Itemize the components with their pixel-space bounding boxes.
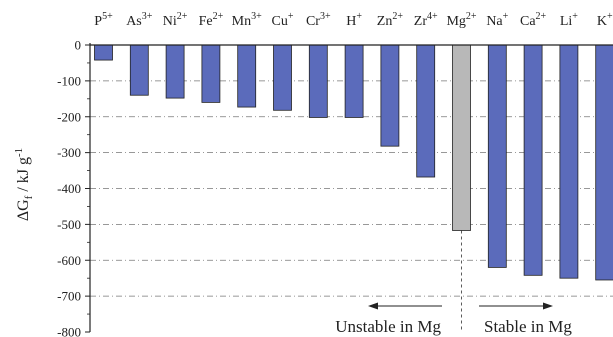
y-tick-label: -500 [57, 217, 81, 232]
category-label-k: K+ [597, 11, 613, 29]
y-tick-label: -800 [57, 325, 81, 337]
category-labels: P5+ As3+ Ni2+ Fe2+ Mn3+ Cu+ Cr3+ H+ Zn2+ Zr4+ Mg2+… [94, 11, 613, 29]
unstable-label: Unstable in Mg [335, 317, 441, 336]
bar-cu [273, 44, 292, 111]
bar-mn [237, 44, 257, 108]
category-label-fe: Fe2+ [199, 11, 224, 29]
category-label-mn: Mn3+ [232, 11, 262, 29]
bar-as [129, 44, 149, 96]
y-axis-title: ΔGf / kJ g-1 [13, 148, 35, 221]
bar-ni [165, 44, 185, 99]
bar-fe [201, 44, 221, 103]
bar-k [595, 44, 613, 281]
bar-na [487, 44, 507, 268]
bars [94, 44, 613, 281]
bar-ca [523, 44, 543, 276]
annotations: Unstable in Mg Stable in Mg [335, 230, 572, 336]
y-tick-label: 0 [75, 38, 82, 53]
y-tick-label: -400 [57, 181, 81, 196]
category-label-zr: Zr4+ [414, 11, 438, 29]
stable-label: Stable in Mg [484, 317, 572, 336]
y-tick-label: -200 [57, 109, 81, 124]
y-tick-label: -700 [57, 289, 81, 304]
bar-mg [452, 44, 471, 231]
bar-li [559, 44, 579, 279]
category-label-zn: Zn2+ [377, 11, 404, 29]
y-tick-label: -600 [57, 253, 81, 268]
category-label-as: As3+ [126, 11, 153, 29]
bar-p [94, 44, 113, 61]
category-label-h: H+ [346, 11, 362, 29]
unstable-arrowhead [368, 302, 378, 310]
stable-arrowhead [543, 302, 553, 310]
category-label-cr: Cr3+ [306, 11, 331, 29]
y-axis: 0 -100 -200 -300 -400 -500 -600 -700 -800 ΔGf / k… [13, 38, 613, 337]
bar-zr [416, 44, 436, 178]
bar-cr [308, 44, 328, 118]
y-tick-label: -100 [57, 73, 81, 88]
category-label-cu: Cu+ [272, 11, 294, 29]
category-label-na: Na+ [486, 11, 508, 29]
bar-zn [380, 44, 400, 147]
category-label-mg: Mg2+ [446, 11, 476, 29]
category-label-ni: Ni2+ [163, 11, 188, 29]
bar-h [344, 44, 364, 118]
category-label-ca: Ca2+ [520, 11, 547, 29]
y-tick-label: -300 [57, 145, 81, 160]
category-label-li: Li+ [560, 11, 578, 29]
category-label-p: P5+ [94, 11, 113, 29]
